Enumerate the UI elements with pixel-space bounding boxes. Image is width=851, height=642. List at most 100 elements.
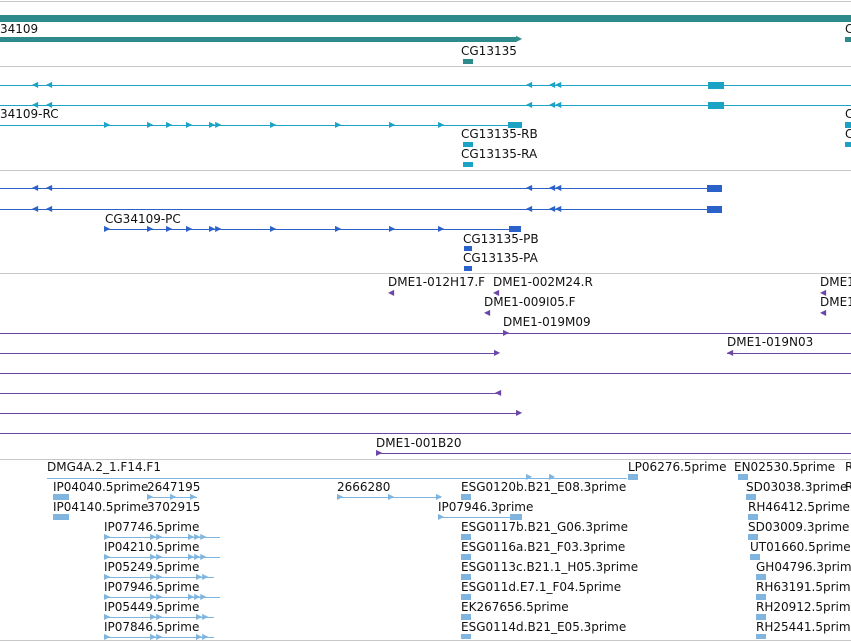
est-line[interactable] xyxy=(104,637,214,638)
est-label: RH63191.5prime xyxy=(756,580,851,594)
clone-line[interactable] xyxy=(0,393,500,394)
exon-block[interactable] xyxy=(509,226,521,232)
clone-label: DME1-002M24.R xyxy=(493,275,593,289)
exon-block[interactable] xyxy=(707,206,722,213)
exon-block[interactable] xyxy=(845,142,851,147)
strand-arrow-icon: ▶ xyxy=(389,120,396,129)
est-block[interactable] xyxy=(461,494,471,500)
transcript-line[interactable] xyxy=(0,188,720,189)
gene-label: 34109 xyxy=(0,22,39,36)
strand-arrow-icon: ▶ xyxy=(166,224,173,233)
exon-block[interactable] xyxy=(463,162,473,167)
strand-arrow-icon: ▶ xyxy=(335,224,342,233)
clone-line[interactable] xyxy=(0,413,520,414)
est-block[interactable] xyxy=(461,614,471,620)
est-block[interactable] xyxy=(628,474,638,480)
est-label: 3702915 xyxy=(147,500,201,514)
est-label: ESG0117b.B21_G06.3prime xyxy=(461,520,628,534)
transcript-label: C xyxy=(845,107,851,121)
est-block[interactable] xyxy=(738,474,748,480)
strand-arrow-icon: ▶ xyxy=(186,224,193,233)
est-label: R xyxy=(845,460,851,474)
exon-block[interactable] xyxy=(464,266,472,271)
strand-arrow-icon: ▶▶▶ xyxy=(188,552,207,561)
est-label: 2666280 xyxy=(337,480,391,494)
transcript-line[interactable] xyxy=(105,229,517,230)
gene-feature[interactable] xyxy=(845,37,851,42)
clone-line[interactable] xyxy=(0,333,851,334)
strand-arrow-icon: ◀ xyxy=(526,204,533,213)
strand-arrow-icon: ◀ xyxy=(495,388,502,397)
strand-arrow-icon: ▶ xyxy=(436,492,443,501)
clone-line[interactable] xyxy=(0,353,498,354)
est-block[interactable] xyxy=(53,494,69,500)
est-line[interactable] xyxy=(104,597,220,598)
clone-line[interactable] xyxy=(0,373,851,374)
est-block[interactable] xyxy=(53,514,69,520)
gene-label: CG13135 xyxy=(461,44,517,58)
clone-label: DME1-009I05.F xyxy=(484,295,576,309)
est-block[interactable] xyxy=(756,594,766,600)
track-separator xyxy=(0,1,851,2)
clone-line[interactable] xyxy=(376,453,851,454)
est-block[interactable] xyxy=(461,574,471,580)
track-separator xyxy=(0,170,851,171)
exon-block[interactable] xyxy=(708,82,724,89)
est-line[interactable] xyxy=(47,478,627,479)
est-line[interactable] xyxy=(438,517,522,518)
transcript-line[interactable] xyxy=(0,85,851,86)
strand-arrow-icon: ▶ xyxy=(186,120,193,129)
strand-arrow-icon: ▶ xyxy=(104,224,111,233)
transcript-line[interactable] xyxy=(0,125,520,126)
est-line[interactable] xyxy=(337,497,441,498)
exon-block[interactable] xyxy=(463,142,473,147)
est-label: IP04140.5prime xyxy=(53,500,149,514)
clone-line[interactable] xyxy=(727,353,851,354)
gene-label: C xyxy=(845,22,851,36)
exon-block[interactable] xyxy=(464,246,472,251)
est-block[interactable] xyxy=(461,534,471,540)
gene-feature[interactable] xyxy=(0,15,851,22)
strand-arrow-icon: ▶▶ xyxy=(209,120,222,129)
strand-arrow-icon: ◀ xyxy=(46,204,53,213)
est-line[interactable] xyxy=(104,577,214,578)
exon-block[interactable] xyxy=(708,102,724,109)
strand-arrow-icon: ◀ xyxy=(32,183,39,192)
strand-arrow-icon: ▶ xyxy=(104,592,111,601)
est-block[interactable] xyxy=(750,554,760,560)
est-block[interactable] xyxy=(748,514,758,520)
est-line[interactable] xyxy=(104,537,220,538)
clone-label: DME1-001B20 xyxy=(376,436,462,450)
strand-arrow-icon: ◀◀ xyxy=(549,204,562,213)
est-block[interactable] xyxy=(746,494,756,500)
strand-arrow-icon: ▶ xyxy=(516,408,523,417)
strand-arrow-icon: ◀ xyxy=(32,100,39,109)
transcript-label: C xyxy=(845,127,851,141)
est-line[interactable] xyxy=(104,557,220,558)
clone-label: DME1-019M09 xyxy=(503,315,591,329)
est-block[interactable] xyxy=(748,534,758,540)
est-block[interactable] xyxy=(756,614,766,620)
est-line[interactable] xyxy=(147,497,197,498)
transcript-line[interactable] xyxy=(0,209,720,210)
est-block[interactable] xyxy=(756,574,766,580)
strand-arrow-icon: ▶ xyxy=(147,224,154,233)
strand-arrow-icon: ▶ xyxy=(516,34,523,43)
exon-block[interactable] xyxy=(845,122,851,128)
strand-arrow-icon: ▶ xyxy=(270,120,277,129)
est-line[interactable] xyxy=(104,617,214,618)
gene-feature[interactable] xyxy=(463,59,473,64)
est-block[interactable] xyxy=(461,554,471,560)
strand-arrow-icon: ◀ xyxy=(727,348,734,357)
est-block[interactable] xyxy=(461,634,471,639)
est-block[interactable] xyxy=(756,634,766,639)
transcript-line[interactable] xyxy=(0,105,851,106)
gene-feature[interactable] xyxy=(0,37,516,42)
est-block[interactable] xyxy=(461,594,471,600)
est-block[interactable] xyxy=(510,514,522,520)
clone-line[interactable] xyxy=(0,433,851,434)
exon-block[interactable] xyxy=(707,185,722,192)
exon-block[interactable] xyxy=(508,122,522,128)
est-label: GH04796.3prime xyxy=(756,560,851,574)
strand-arrow-icon: ▶ xyxy=(494,348,501,357)
